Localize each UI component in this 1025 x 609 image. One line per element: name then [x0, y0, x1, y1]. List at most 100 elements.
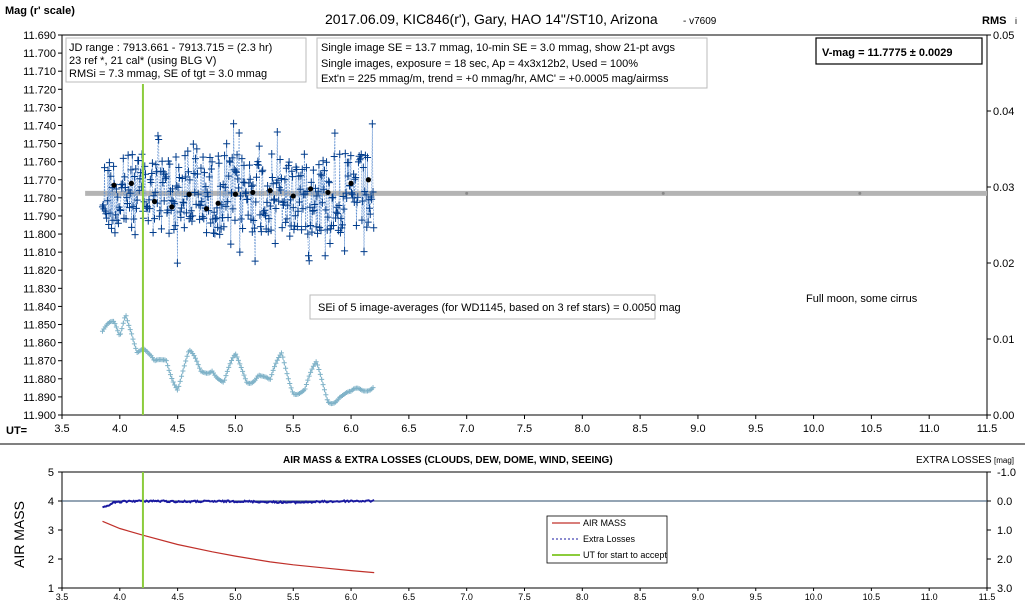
target-point — [107, 224, 115, 233]
rms-point — [119, 326, 125, 332]
y-axis-label: Mag (r' scale) — [5, 5, 75, 17]
target-point — [364, 218, 372, 227]
target-point — [341, 246, 349, 255]
y-tick-label: 11.740 — [23, 120, 56, 132]
target-point — [130, 172, 138, 181]
target-point — [294, 207, 302, 216]
bottom-y-right-unit: [mag] — [994, 456, 1014, 465]
target-point — [360, 247, 368, 256]
bottom-y-right-tick-label: -1.0 — [997, 467, 1016, 479]
target-point — [171, 199, 179, 208]
target-point — [278, 223, 286, 232]
top-plot-area — [61, 34, 988, 416]
target-point — [302, 222, 310, 231]
target-point — [176, 207, 184, 216]
target-point — [272, 204, 280, 213]
rms-point — [124, 318, 130, 324]
rms-point — [280, 354, 286, 360]
target-point — [293, 222, 301, 231]
target-point — [357, 150, 365, 159]
target-point — [291, 211, 299, 220]
target-point — [160, 196, 168, 205]
rms-point — [165, 363, 171, 369]
target-point — [123, 199, 131, 208]
rms-point — [226, 364, 232, 370]
y-right-tick-label: 0.00 — [993, 410, 1014, 422]
x-tick-label: 8.0 — [575, 423, 590, 435]
target-point — [318, 171, 326, 180]
rms-point — [323, 392, 329, 398]
target-point — [313, 191, 321, 200]
rms-point — [278, 350, 284, 356]
target-point — [198, 212, 206, 221]
target-point — [300, 150, 308, 159]
target-point — [196, 201, 204, 210]
bottom-x-tick-label: 10.0 — [805, 592, 823, 602]
target-point — [228, 153, 236, 162]
target-point — [157, 224, 165, 233]
target-point — [286, 195, 294, 204]
info-box-2 — [316, 37, 708, 89]
target-point — [368, 119, 376, 128]
target-point — [187, 206, 195, 215]
average-point — [348, 180, 354, 186]
target-point — [369, 187, 377, 196]
rms-point — [303, 381, 309, 387]
target-point — [258, 167, 266, 176]
target-point — [177, 213, 185, 222]
target-point — [158, 157, 166, 166]
rms-point — [273, 360, 279, 366]
rms-point — [285, 376, 291, 382]
target-point — [223, 139, 231, 148]
target-point — [281, 175, 289, 184]
target-point — [336, 150, 344, 159]
target-point — [172, 152, 180, 161]
target-point — [146, 204, 154, 213]
rms-point — [195, 362, 201, 368]
average-point — [250, 189, 256, 196]
target-point — [212, 214, 220, 223]
target-point — [276, 155, 284, 164]
x-tick-label: 11.5 — [977, 423, 998, 435]
bottom-chart-title: AIR MASS & EXTRA LOSSES (CLOUDS, DEW, DO… — [283, 455, 613, 466]
bottom-x-tick-label: 9.5 — [749, 592, 762, 602]
target-point — [122, 214, 130, 223]
target-point — [315, 160, 323, 169]
target-point — [341, 149, 349, 158]
y-tick-label: 11.700 — [23, 48, 56, 60]
target-point — [184, 167, 192, 176]
target-point — [237, 192, 245, 201]
target-point — [204, 192, 212, 201]
target-point — [250, 216, 258, 225]
rms-point — [238, 365, 244, 371]
y-tick-label: 11.810 — [23, 247, 56, 259]
fit-marker — [661, 191, 665, 195]
target-point — [320, 185, 328, 194]
target-point — [114, 193, 122, 202]
x-tick-label: 3.5 — [54, 423, 69, 435]
target-point — [182, 208, 190, 217]
rms-point — [309, 366, 315, 372]
bottom-plot-area — [61, 471, 988, 589]
bottom-y-right-tick-label: 0.0 — [997, 496, 1012, 508]
target-point — [308, 228, 316, 237]
target-point — [234, 174, 242, 183]
target-point — [265, 214, 273, 223]
rms-point — [270, 367, 276, 373]
target-point — [285, 158, 293, 167]
target-point — [98, 202, 106, 211]
y-axis-right-label: RMS — [982, 15, 1006, 27]
target-point — [311, 200, 319, 209]
rms-point — [235, 357, 241, 363]
target-point — [194, 190, 202, 199]
target-point — [267, 226, 275, 235]
bottom-x-tick-label: 8.5 — [634, 592, 647, 602]
target-point — [336, 228, 344, 237]
rms-point — [269, 372, 275, 378]
target-point — [329, 221, 337, 230]
target-point — [191, 188, 199, 197]
target-point — [198, 197, 206, 206]
target-point — [277, 174, 285, 183]
target-point — [266, 201, 274, 210]
target-point — [270, 196, 278, 205]
